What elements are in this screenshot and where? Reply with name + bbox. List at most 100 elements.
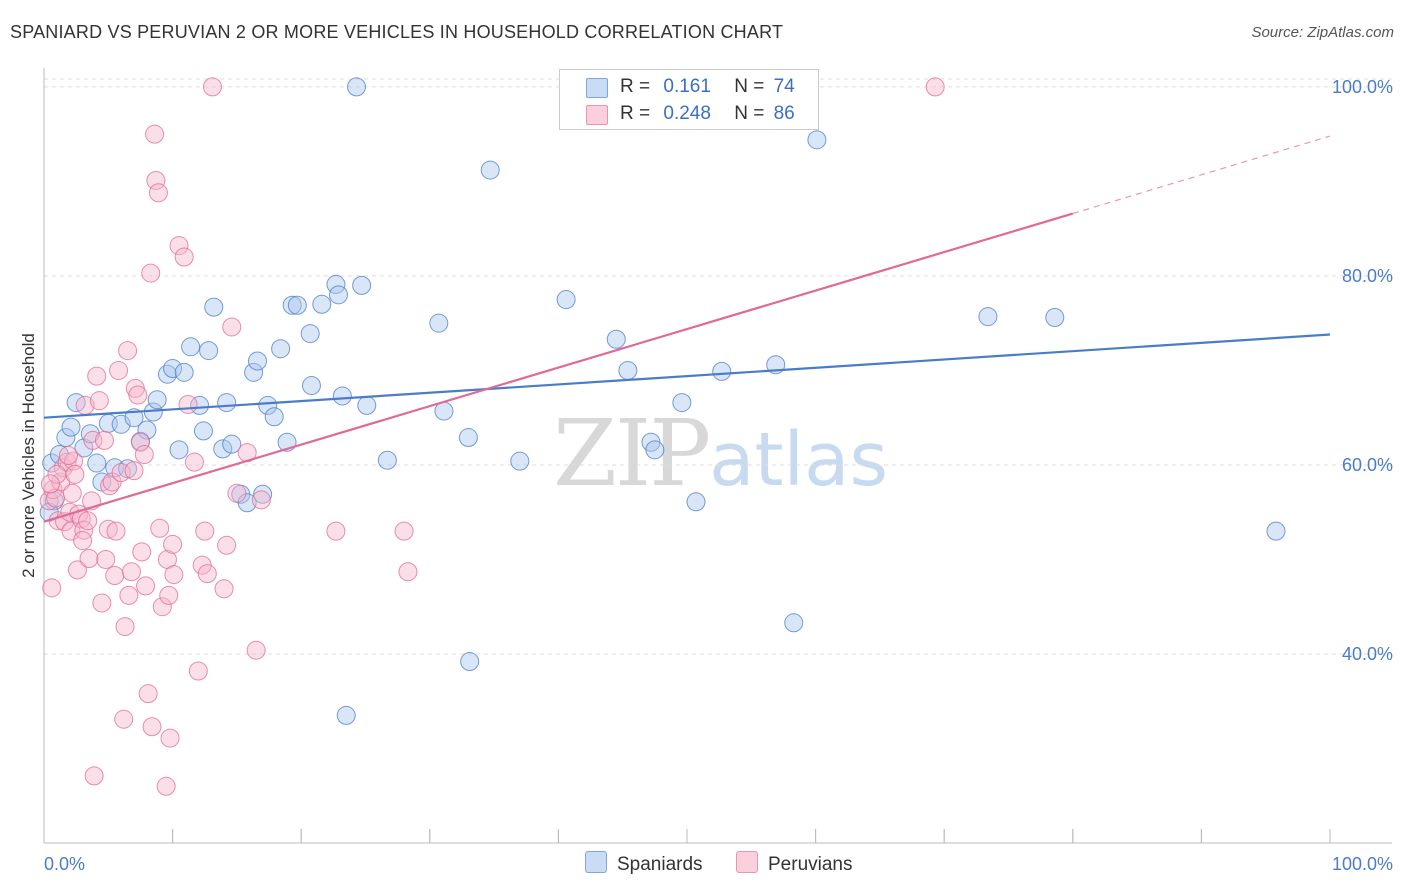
point-peruvians <box>174 247 194 267</box>
legend-n-value: 86 <box>773 103 795 124</box>
point-spaniards <box>458 428 478 448</box>
point-spaniards <box>174 362 194 382</box>
point-peruvians <box>128 385 148 405</box>
point-peruvians <box>98 519 118 539</box>
point-spaniards <box>157 364 177 384</box>
point-spaniards <box>199 341 219 361</box>
point-peruvians <box>132 542 152 562</box>
point-spaniards <box>332 386 352 406</box>
y-tick-label: 40.0% <box>1342 644 1393 664</box>
point-spaniards <box>300 324 320 344</box>
point-peruvians <box>145 124 165 144</box>
point-peruvians <box>106 521 126 541</box>
trend-extension-peruvians <box>1072 135 1331 215</box>
trend-lines <box>43 135 1331 523</box>
point-spaniards <box>346 77 366 97</box>
point-spaniards <box>556 290 576 310</box>
point-peruvians <box>169 236 189 256</box>
point-peruvians <box>160 728 180 748</box>
point-spaniards <box>87 453 107 473</box>
point-spaniards <box>244 362 264 382</box>
series-label-spaniards: Spaniards <box>617 854 703 875</box>
point-spaniards <box>618 360 638 380</box>
point-peruvians <box>124 461 144 481</box>
point-peruvians <box>214 579 234 599</box>
y-tick-label: 80.0% <box>1342 266 1393 286</box>
legend-swatch-peruvians <box>586 105 608 125</box>
point-spaniards <box>253 484 273 504</box>
point-spaniards <box>222 434 242 454</box>
point-peruvians <box>925 77 945 97</box>
point-peruvians <box>92 593 112 613</box>
legend-r-label: R = <box>620 103 651 124</box>
point-spaniards <box>429 313 449 333</box>
point-spaniards <box>645 440 665 460</box>
point-spaniards <box>258 395 278 415</box>
point-peruvians <box>115 617 135 637</box>
point-spaniards <box>247 351 267 371</box>
point-spaniards <box>301 376 321 396</box>
point-peruvians <box>89 391 109 411</box>
point-peruvians <box>195 521 215 541</box>
point-spaniards <box>328 285 348 305</box>
point-peruvians <box>67 560 87 580</box>
legend-n-label: N = <box>734 103 765 124</box>
source-label: Source: ZipAtlas.com <box>1251 24 1394 41</box>
point-peruvians <box>136 576 156 596</box>
point-spaniards <box>686 492 706 512</box>
point-spaniards <box>606 329 626 349</box>
legend-stats-peruvians: R = 0.248 N = 86 <box>620 103 795 125</box>
point-spaniards <box>237 493 257 513</box>
point-peruvians <box>130 432 150 452</box>
point-peruvians <box>150 518 170 538</box>
data-points <box>39 77 1286 796</box>
point-peruvians <box>163 534 183 554</box>
watermark-zip: ZIP <box>553 400 711 507</box>
point-peruvians <box>118 341 138 361</box>
point-peruvians <box>96 549 116 569</box>
point-peruvians <box>83 430 103 450</box>
point-peruvians <box>62 483 82 503</box>
point-spaniards <box>712 361 732 381</box>
point-spaniards <box>312 294 332 314</box>
legend-r-value: 0.161 <box>663 76 711 97</box>
point-peruvians <box>87 366 107 386</box>
point-spaniards <box>61 417 81 437</box>
point-spaniards <box>193 421 213 441</box>
point-spaniards <box>377 450 397 470</box>
correlation-legend: R = 0.161 N = 74 R = 0.248 N = 86 <box>559 69 819 130</box>
point-peruvians <box>78 511 98 531</box>
series-legend-peruvians[interactable]: Peruvians <box>736 851 853 876</box>
point-peruvians <box>184 452 204 472</box>
y-tick-label: 100.0% <box>1332 77 1393 97</box>
point-peruvians <box>114 709 134 729</box>
point-peruvians <box>105 566 125 586</box>
chart-title: SPANIARD VS PERUVIAN 2 OR MORE VEHICLES … <box>10 22 784 42</box>
watermark: ZIPatlas <box>553 400 888 507</box>
series-swatch-peruvians <box>736 851 758 873</box>
point-spaniards <box>510 451 530 471</box>
point-peruvians <box>100 476 120 496</box>
point-peruvians <box>222 317 242 337</box>
point-peruvians <box>148 183 168 203</box>
point-peruvians <box>40 474 60 494</box>
point-peruvians <box>398 562 418 582</box>
legend-stats-spaniards: R = 0.161 N = 74 <box>620 76 795 98</box>
point-peruvians <box>164 565 184 585</box>
series-swatch-spaniards <box>585 851 607 873</box>
point-spaniards <box>118 459 138 479</box>
point-peruvians <box>94 430 114 450</box>
point-peruvians <box>156 776 176 796</box>
series-legend-spaniards[interactable]: Spaniards <box>585 851 703 876</box>
legend-row-spaniards: R = 0.161 N = 74 <box>560 74 818 100</box>
point-spaniards <box>213 439 233 459</box>
point-peruvians <box>197 564 217 584</box>
point-spaniards <box>460 652 480 672</box>
legend-r-value: 0.248 <box>663 103 711 124</box>
point-peruvians <box>79 549 99 569</box>
point-spaniards <box>978 307 998 327</box>
point-peruvians <box>138 684 158 704</box>
axes <box>43 68 1392 844</box>
point-spaniards <box>204 297 224 317</box>
